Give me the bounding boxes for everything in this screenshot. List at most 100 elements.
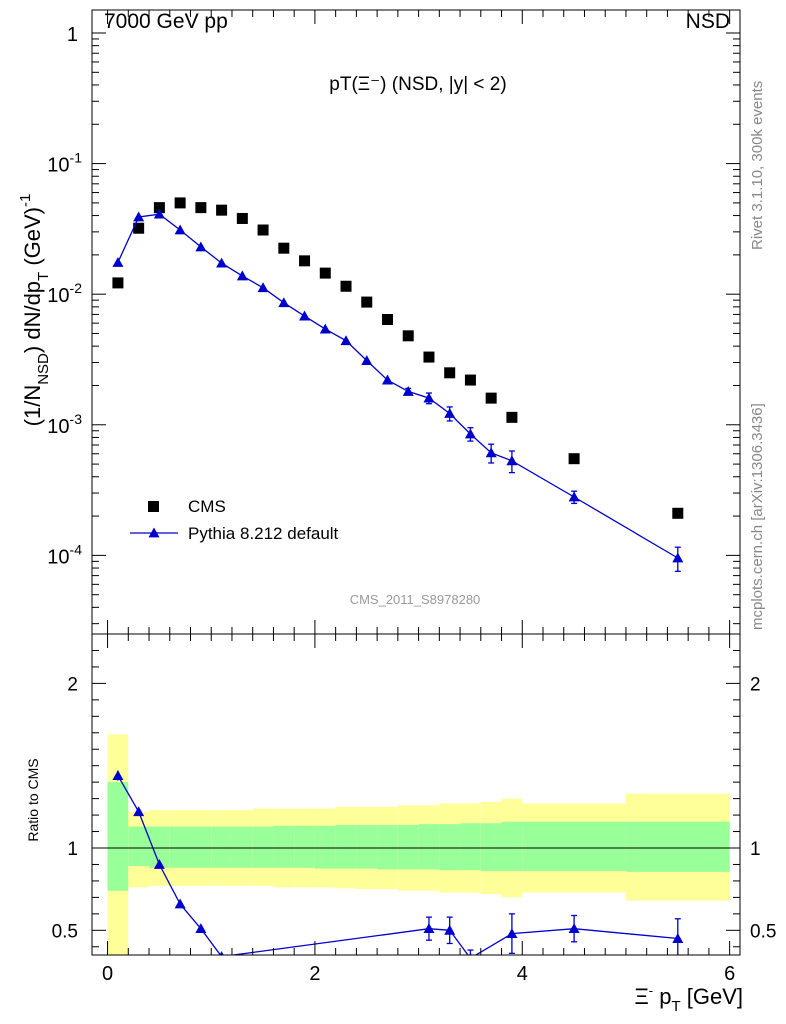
pythia-data-point (361, 355, 373, 366)
main-panel: 10-410-310-210-11 pT(Ξ⁻) (NSD, |y| < 2) … (17, 9, 741, 635)
ratio-y-tick-label-right: 0.5 (750, 921, 776, 942)
pythia-data-point (485, 447, 497, 458)
main-y-axis-label-text: (1/NNSD) dN/dpT (GeV)-1 (17, 194, 52, 427)
cms-data-point (672, 507, 684, 519)
pythia-data-point (216, 257, 228, 268)
header-right: NSD (686, 10, 730, 33)
analysis-label: CMS_2011_S8978280 (350, 592, 481, 607)
ratio-pythia-point (423, 923, 435, 934)
pythia-data-point (278, 297, 290, 308)
pythia-data-point (381, 374, 393, 385)
ratio-stat-band (190, 826, 212, 868)
ratio-stat-band (418, 824, 440, 870)
legend-pythia-marker (148, 527, 160, 538)
main-y-tick-label: 10-4 (47, 541, 82, 568)
ratio-x-tick-label: 2 (309, 963, 320, 985)
pythia-data-point (464, 428, 476, 439)
ratio-stat-band (625, 821, 730, 872)
ratio-stat-band (439, 824, 461, 871)
pythia-data-point (319, 323, 331, 334)
ratio-stat-band (107, 782, 129, 891)
main-y-tick-label: 1 (67, 24, 78, 46)
cms-data-point (236, 212, 248, 224)
mcplots-label: mcplots.cern.ch [arXiv:1306.3436] (749, 403, 766, 630)
main-y-axis-label: (1/NNSD) dN/dpT (GeV)-1 (17, 194, 52, 427)
pythia-line (117, 213, 679, 559)
cms-data-point (153, 202, 165, 214)
ratio-pythia-point (195, 923, 207, 934)
cms-data-point (485, 392, 497, 404)
ratio-panel: 0.5 0.5 1 1 2 2 0 2 4 6 Ratio to CMS Ξ- pT [GeV] (25, 633, 776, 1015)
ratio-x-tick-label: 4 (517, 963, 528, 985)
ratio-stat-band (335, 824, 357, 869)
header-left: 7000 GeV pp (104, 10, 228, 33)
pythia-data-point (299, 310, 311, 321)
ratio-pythia-point (568, 923, 580, 934)
ratio-stat-band (149, 826, 170, 868)
cms-data-point (506, 411, 518, 423)
main-y-tick-label: 10-2 (47, 280, 82, 307)
ratio-stat-band (501, 821, 523, 872)
main-plot-marks (112, 197, 684, 572)
ratio-stat-band (294, 825, 315, 868)
pythia-data-point (506, 455, 518, 466)
cms-data-point (299, 255, 311, 267)
pythia-data-point (257, 282, 269, 293)
cms-data-point (174, 197, 186, 209)
ratio-x-tick-label: 0 (102, 963, 113, 985)
cms-data-point (278, 242, 290, 254)
ratio-y-axis-label: Ratio to CMS (25, 758, 41, 841)
cms-data-point (216, 204, 228, 216)
pythia-data-point (402, 385, 414, 396)
cms-data-point (568, 453, 580, 465)
ratio-pythia-point (672, 933, 684, 943)
ratio-y-tick-label-right: 1 (750, 839, 761, 860)
main-axes: 10-4 10-3 10-2 10-1 1 (47, 9, 741, 635)
ratio-pythia-line (117, 775, 678, 955)
ratio-plot-marks (112, 770, 684, 955)
ratio-series-group (112, 770, 684, 955)
ratio-frame (91, 633, 741, 956)
ratio-y-tick-label: 0.5 (52, 921, 78, 942)
ratio-stat-band (356, 824, 378, 869)
rivet-label: Rivet 3.1.10, 300k events (749, 81, 766, 250)
legend-cms-label: CMS (188, 497, 226, 516)
ratio-y-tick-label: 2 (67, 674, 78, 695)
cms-data-point (195, 202, 207, 214)
cms-data-point (133, 222, 145, 234)
pythia-data-point (174, 224, 186, 235)
cms-data-point (402, 330, 414, 342)
ratio-stat-band (211, 826, 232, 868)
pythia-data-point (672, 552, 684, 563)
ratio-pythia-point (469, 952, 472, 955)
pythia-data-point (423, 392, 435, 403)
cms-data-point (444, 367, 456, 379)
cms-data-point (257, 224, 269, 236)
pythia-data-point (236, 270, 248, 281)
ratio-stat-band (460, 823, 481, 871)
ratio-stat-band (252, 826, 274, 868)
cms-data-point (319, 267, 331, 279)
ratio-x-tick-label: 6 (724, 963, 735, 985)
cms-data-point (361, 296, 373, 308)
ratio-y-tick-label-right: 2 (750, 674, 761, 695)
plot-title: pT(Ξ⁻) (NSD, |y| < 2) (329, 74, 506, 95)
x-axis-label-text: Ξ- pT [GeV] (634, 983, 743, 1015)
ratio-y-tick-label: 1 (67, 839, 78, 860)
ratio-axes: 0.5 0.5 1 1 2 2 0 2 4 6 (52, 633, 776, 985)
ratio-uncertainty-bands (107, 734, 730, 955)
pythia-data-point (340, 335, 352, 346)
ratio-stat-band (231, 826, 253, 868)
ratio-stat-band (169, 826, 191, 868)
ratio-pythia-point (174, 898, 186, 909)
pythia-data-point (112, 256, 124, 267)
pythia-data-point (568, 491, 580, 502)
ratio-pythia-point (133, 806, 145, 817)
x-axis-label: Ξ- pT [GeV] (634, 983, 743, 1015)
pythia-data-point (133, 211, 145, 222)
ratio-pythia-point (153, 858, 165, 869)
cms-data-point (423, 351, 435, 363)
ratio-stat-band (377, 824, 398, 870)
pythia-data-point (195, 241, 207, 252)
